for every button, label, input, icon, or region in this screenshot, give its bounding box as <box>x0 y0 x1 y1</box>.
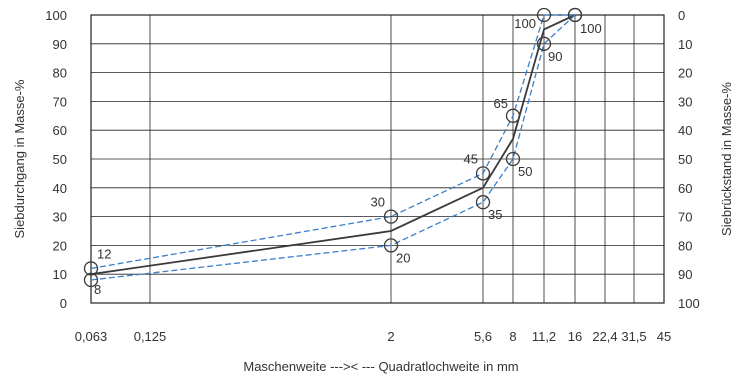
data-point-marker <box>536 36 552 51</box>
series-line-upper-limit <box>90 14 575 270</box>
marker-group <box>83 7 583 288</box>
data-label: 100 <box>580 21 602 36</box>
y-left-tick-label: 70 <box>53 94 67 109</box>
data-point-marker <box>536 7 552 23</box>
y-right-tick-label: 80 <box>678 238 692 253</box>
y-right-tick-label: 20 <box>678 66 692 81</box>
y-left-tick-label: 50 <box>53 152 67 167</box>
point-label-group: 12 8 30 20 45 35 65 50 100 90 100 <box>94 16 602 297</box>
data-label: 8 <box>94 282 101 297</box>
x-tick-label: 8 <box>509 329 516 344</box>
grid <box>91 15 664 303</box>
data-point-marker <box>475 166 491 181</box>
series-group <box>90 14 576 281</box>
data-label: 35 <box>488 207 502 222</box>
data-point-marker <box>567 7 583 23</box>
x-tick-label: 11,2 <box>532 329 556 344</box>
y-left-tick-label: 30 <box>53 210 67 225</box>
data-label: 12 <box>97 246 111 261</box>
y-right-tick-label: 90 <box>678 267 692 282</box>
y-right-tick-label: 30 <box>678 94 692 109</box>
x-tick-label: 2 <box>387 329 394 344</box>
x-tick-label: 16 <box>568 329 582 344</box>
x-tick-label: 31,5 <box>621 329 646 344</box>
y-left-tick-label: 20 <box>53 238 67 253</box>
x-tick-label: 22,4 <box>592 329 617 344</box>
series-line-mean <box>90 14 576 276</box>
x-tick-label: 5,6 <box>474 329 492 344</box>
x-tick-label: 0,125 <box>134 329 167 344</box>
y-left-tick-label: 40 <box>53 181 67 196</box>
y-right-tick-label: 100 <box>678 296 700 311</box>
y-right-tick-label: 70 <box>678 210 692 225</box>
data-point-marker <box>83 261 99 276</box>
data-point-marker <box>505 108 521 123</box>
x-tick-label: 0,063 <box>75 329 108 344</box>
y-left-tick-label: 100 <box>45 8 67 23</box>
y-right-tick-label: 50 <box>678 152 692 167</box>
data-label: 45 <box>464 151 478 166</box>
data-point-marker <box>383 209 399 224</box>
x-tick-label: 45 <box>657 329 671 344</box>
x-axis-title: Maschenweite --->< --- Quadratlochweite … <box>243 359 518 374</box>
y-left-tick-label: 10 <box>53 267 67 282</box>
data-label: 65 <box>494 96 508 111</box>
data-point-marker <box>83 272 99 288</box>
data-label: 50 <box>518 164 532 179</box>
data-label: 90 <box>548 49 562 64</box>
y-axis-title-left: Siebdurchgang in Masse-% <box>12 79 27 238</box>
y-right-tick-label: 0 <box>678 8 685 23</box>
y-left-tick-label: 80 <box>53 66 67 81</box>
data-point-marker <box>475 195 491 210</box>
data-point-marker <box>505 151 521 167</box>
y-axis-title-right: Siebrückstand in Masse-% <box>719 82 734 236</box>
data-point-marker <box>383 238 399 253</box>
data-label: 20 <box>396 250 410 265</box>
data-label: 100 <box>514 16 536 31</box>
y-left-tick-label: 60 <box>53 123 67 138</box>
y-right-tick-label: 40 <box>678 123 692 138</box>
data-label: 30 <box>371 195 385 210</box>
y-left-tick-label: 0 <box>60 296 67 311</box>
y-right-tick-label: 60 <box>678 181 692 196</box>
y-left-tick-label: 90 <box>53 37 67 52</box>
y-right-tick-label: 10 <box>678 37 692 52</box>
